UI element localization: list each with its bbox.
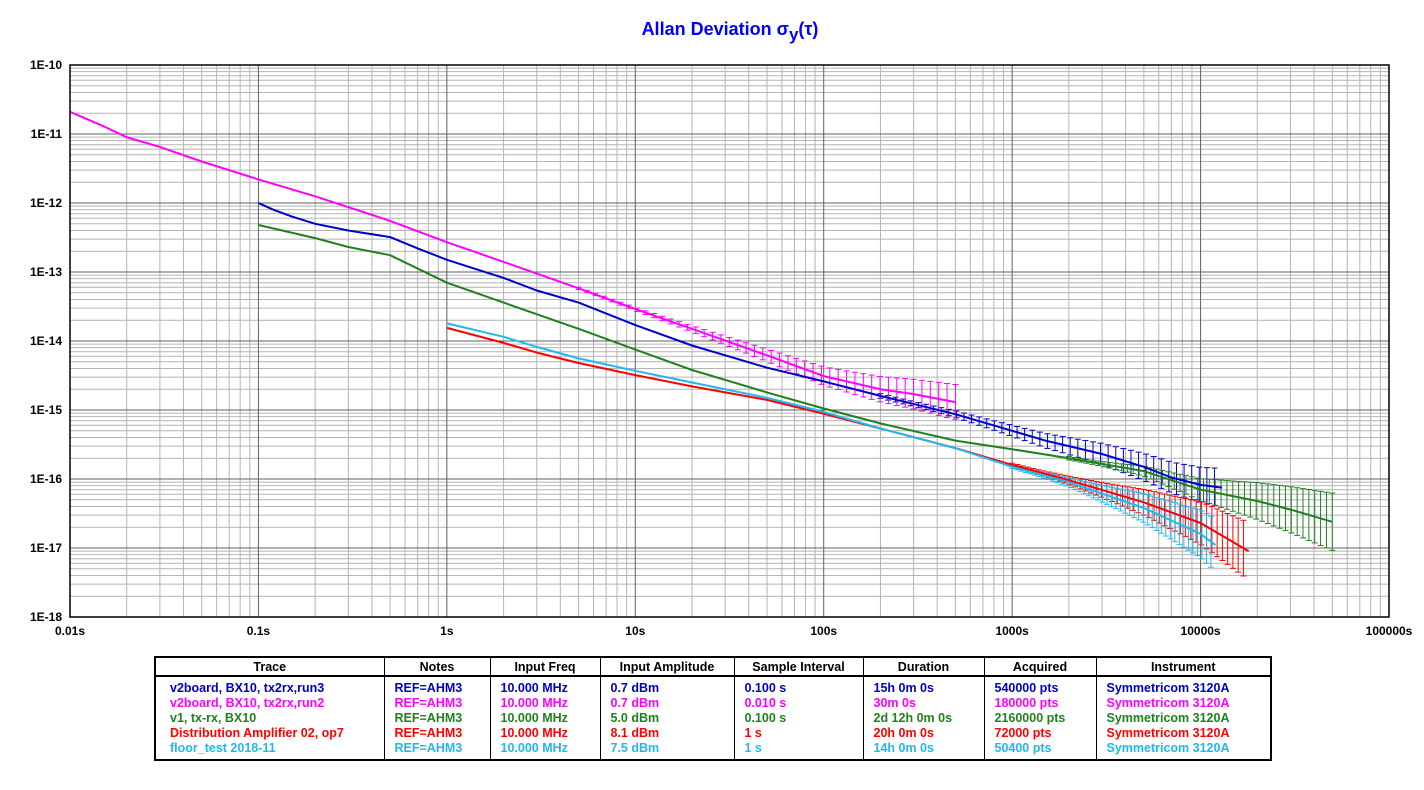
legend-cell-notes: REF=AHM3 [383,696,491,711]
legend-cell-acquired: 50400 pts [983,741,1097,760]
legend-row: floor_test 2018-11 REF=AHM3 10.000 MHz 7.5 … [154,741,1272,760]
series-line [69,110,956,404]
legend-cell-input-amplitude: 0.7 dBm [599,676,735,696]
y-tick-label: 1E-13 [30,265,62,279]
legend-header-instrument: Instrument [1095,656,1272,677]
legend-row: v2board, BX10, tx2rx,run3 REF=AHM3 10.000 … [154,676,1272,696]
allan-deviation-chart: Allan Deviation σy(τ) 1E-101E-111E-121E-… [30,19,1413,638]
legend-cell-trace: v2board, BX10, tx2rx,run3 [154,676,385,696]
legend-cell-instrument: Symmetricom 3120A [1095,741,1272,760]
legend-cell-acquired: 2160000 pts [983,711,1097,726]
legend-header-acquired: Acquired [983,656,1097,677]
y-tick-label: 1E-11 [31,127,63,141]
legend-header-duration: Duration [862,656,985,677]
legend-cell-input-amplitude: 0.7 dBm [599,696,735,711]
series-line [257,202,1223,489]
legend-cell-input-amplitude: 8.1 dBm [599,726,735,741]
x-axis-tick-labels: 0.01s 0.1s 1s 10s 100s 1000s 10000s 100000s [55,624,1413,638]
legend-header-trace: Trace [154,656,385,677]
legend-cell-input-freq: 10.000 MHz [489,676,601,696]
series-lines [69,110,1333,553]
legend-header-notes: Notes [383,656,491,677]
y-tick-label: 1E-15 [30,403,62,417]
legend-header-row: Trace Notes Input Freq Input Amplitude S… [154,656,1272,677]
series-line [258,224,1333,523]
x-tick-label: 100000s [1366,624,1413,638]
legend-cell-duration: 20h 0m 0s [862,726,985,741]
legend-cell-instrument: Symmetricom 3120A [1095,726,1272,741]
legend-cell-duration: 2d 12h 0m 0s [862,711,985,726]
legend-cell-duration: 15h 0m 0s [862,676,985,696]
legend-cell-input-freq: 10.000 MHz [489,726,601,741]
x-tick-label: 10000s [1181,624,1221,638]
legend-cell-input-amplitude: 7.5 dBm [599,741,735,760]
legend-header-input-amplitude: Input Amplitude [599,656,735,677]
legend-cell-trace: floor_test 2018-11 [154,741,385,760]
legend-cell-acquired: 180000 pts [983,696,1097,711]
legend-cell-notes: REF=AHM3 [383,711,491,726]
legend-cell-duration: 14h 0m 0s [862,741,985,760]
y-tick-label: 1E-17 [30,541,62,555]
legend-cell-acquired: 540000 pts [983,676,1097,696]
y-axis-tick-labels: 1E-10 1E-11 1E-12 1E-13 1E-14 1E-15 1E-16 1E-17… [30,58,62,624]
x-tick-label: 1000s [995,624,1029,638]
legend-cell-sample-interval: 1 s [733,741,864,760]
legend-cell-input-amplitude: 5.0 dBm [599,711,735,726]
series-line [446,322,1217,546]
legend-cell-trace: v2board, BX10, tx2rx,run2 [154,696,385,711]
y-tick-label: 1E-16 [30,472,62,486]
x-tick-label: 100s [810,624,837,638]
legend-cell-input-freq: 10.000 MHz [489,711,601,726]
chart-title: Allan Deviation σy(τ) [642,19,819,44]
legend-row: v2board, BX10, tx2rx,run2 REF=AHM3 10.000 … [154,696,1272,711]
y-tick-label: 1E-10 [30,58,62,72]
legend-cell-acquired: 72000 pts [983,726,1097,741]
legend-cell-trace: v1, tx-rx, BX10 [154,711,385,726]
plot-frame [69,64,1390,618]
legend-table: Trace Notes Input Freq Input Amplitude S… [154,656,1272,761]
legend-cell-sample-interval: 0.010 s [733,696,864,711]
legend-cell-sample-interval: 1 s [733,726,864,741]
legend-cell-input-freq: 10.000 MHz [489,696,601,711]
legend-cell-instrument: Symmetricom 3120A [1095,711,1272,726]
y-tick-label: 1E-18 [30,610,62,624]
legend-cell-instrument: Symmetricom 3120A [1095,676,1272,696]
legend-cell-duration: 30m 0s [862,696,985,711]
legend-cell-notes: REF=AHM3 [383,726,491,741]
legend-cell-notes: REF=AHM3 [383,741,491,760]
x-tick-label: 0.01s [55,624,85,638]
legend-cell-sample-interval: 0.100 s [733,676,864,696]
legend-header-input-freq: Input Freq [489,656,601,677]
legend-row: v1, tx-rx, BX10 REF=AHM3 10.000 MHz 5.0 dBm… [154,711,1272,726]
x-tick-label: 0.1s [247,624,271,638]
legend-cell-trace: Distribution Amplifier 02, op7 [154,726,385,741]
legend-row: Distribution Amplifier 02, op7 REF=AHM3 10… [154,726,1272,741]
x-tick-label: 10s [625,624,645,638]
legend-cell-instrument: Symmetricom 3120A [1095,696,1272,711]
y-tick-label: 1E-14 [30,334,62,348]
x-tick-label: 1s [440,624,454,638]
legend-cell-sample-interval: 0.100 s [733,711,864,726]
y-tick-label: 1E-12 [30,196,62,210]
legend-header-sample-interval: Sample Interval [733,656,864,677]
legend-cell-notes: REF=AHM3 [383,676,491,696]
legend-cell-input-freq: 10.000 MHz [489,741,601,760]
